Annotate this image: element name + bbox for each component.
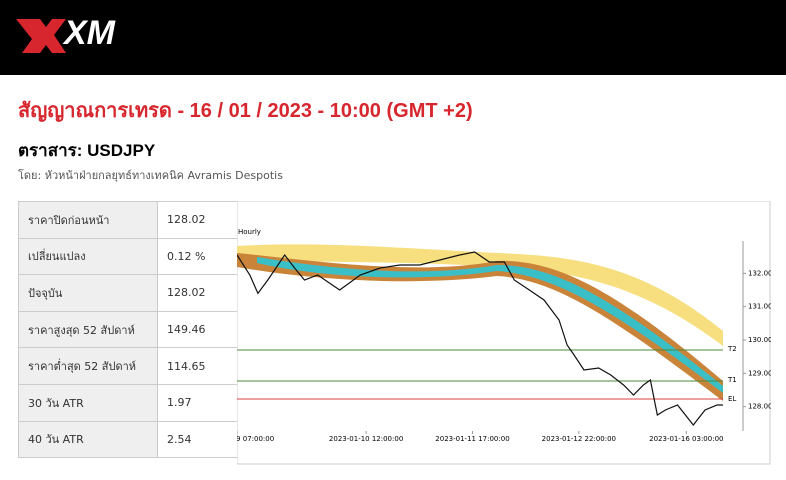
x-tick-label: 2023-01-16 03:00:00 bbox=[649, 435, 723, 443]
instrument: ตราสาร: USDJPY bbox=[18, 141, 156, 160]
logo-icon bbox=[16, 19, 66, 53]
table-row: 40 วัน ATR 2.54 bbox=[18, 420, 238, 459]
x-tick-label: 2023-01-12 22:00:00 bbox=[542, 435, 616, 443]
x-tick-label: 2023-01-09 07:00:00 bbox=[237, 435, 274, 443]
header: XM bbox=[0, 0, 786, 75]
label-cell: เปลี่ยนแปลง bbox=[18, 237, 158, 276]
label-cell: ราคาปิดก่อนหน้า bbox=[18, 201, 158, 239]
chart-title: Hourly bbox=[238, 228, 261, 236]
y-tick-label: 131.00 bbox=[748, 303, 771, 311]
y-tick-label: 129.00 bbox=[748, 369, 771, 377]
value-cell: 0.12 % bbox=[157, 237, 238, 276]
level-label: T2 bbox=[727, 345, 737, 353]
y-tick-label: 132.00 bbox=[748, 269, 771, 277]
label-cell: 40 วัน ATR bbox=[18, 420, 158, 459]
level-label: T1 bbox=[727, 376, 737, 384]
label-cell: 30 วัน ATR bbox=[18, 383, 158, 422]
band-inner bbox=[257, 257, 723, 393]
table-row: ราคาปิดก่อนหน้า 128.02 bbox=[18, 201, 238, 239]
value-cell: 114.65 bbox=[157, 347, 238, 385]
table-row: เปลี่ยนแปลง 0.12 % bbox=[18, 237, 238, 276]
value-cell: 149.46 bbox=[157, 310, 238, 349]
label-cell: ปัจจุบัน bbox=[18, 274, 158, 312]
table-row: ปัจจุบัน 128.02 bbox=[18, 274, 238, 312]
x-tick-label: 2023-01-10 12:00:00 bbox=[329, 435, 403, 443]
chart-frame bbox=[237, 201, 771, 465]
chart: Hourly 128.00 129.00 130.00 131.00 132.00 2023… bbox=[237, 201, 771, 465]
y-tick-label: 130.00 bbox=[748, 336, 771, 344]
y-tick-label: 128.00 bbox=[748, 403, 771, 411]
band-outer bbox=[237, 244, 723, 346]
logo: XM bbox=[64, 14, 115, 52]
label-cell: ราคาสูงสุด 52 สัปดาห์ bbox=[18, 310, 158, 349]
x-tick-label: 2023-01-11 17:00:00 bbox=[435, 435, 509, 443]
price-line bbox=[237, 251, 723, 426]
label-cell: ราคาต่ำสุด 52 สัปดาห์ bbox=[18, 347, 158, 385]
title: สัญญาณการเทรด - 16 / 01 / 2023 - 10:00 (… bbox=[18, 100, 473, 122]
value-cell: 128.02 bbox=[157, 201, 238, 239]
value-cell: 128.02 bbox=[157, 274, 238, 312]
author: โดย: หัวหน้าฝ่ายกลยุทธ์ทางเทคนิค Avramis… bbox=[18, 169, 283, 182]
info-table: ราคาปิดก่อนหน้า 128.02 เปลี่ยนแปลง 0.12 % ปั… bbox=[18, 201, 238, 459]
value-cell: 2.54 bbox=[157, 420, 238, 459]
table-row: 30 วัน ATR 1.97 bbox=[18, 383, 238, 422]
value-cell: 1.97 bbox=[157, 383, 238, 422]
table-row: ราคาต่ำสุด 52 สัปดาห์ 114.65 bbox=[18, 347, 238, 385]
level-label: EL bbox=[728, 395, 736, 403]
table-row: ราคาสูงสุด 52 สัปดาห์ 149.46 bbox=[18, 310, 238, 349]
